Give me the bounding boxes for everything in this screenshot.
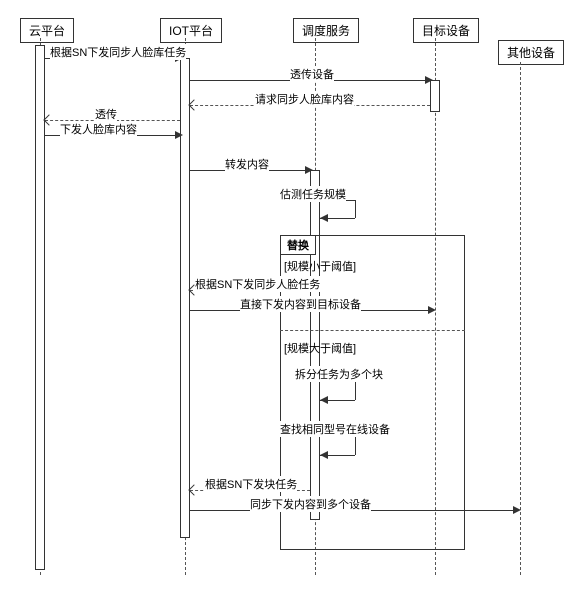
arrow-icon <box>188 484 199 495</box>
msg-label: 透传 <box>95 106 117 122</box>
arrow-icon <box>513 506 521 514</box>
msg-label: 请求同步人脸库内容 <box>255 91 354 107</box>
activation-cloud <box>35 45 45 570</box>
msg-label: 同步下发内容到多个设备 <box>250 496 371 512</box>
activation-target-1 <box>430 80 440 112</box>
arrow-icon <box>320 451 328 459</box>
arrow-icon <box>305 166 313 174</box>
msg-label: 根据SN下发同步人脸库任务 <box>50 44 186 60</box>
sequence-diagram: 云平台 IOT平台 调度服务 目标设备 其他设备 根据SN下发同步人脸库任务 透… <box>0 0 567 594</box>
lifeline-other <box>520 62 521 575</box>
msg-label: 透传设备 <box>290 66 334 82</box>
msg-label: 转发内容 <box>225 156 269 172</box>
arrow-icon <box>175 131 183 139</box>
msg-line <box>355 380 356 400</box>
msg-line <box>355 200 356 218</box>
arrow-icon <box>428 306 436 314</box>
activation-iot-1 <box>180 58 190 538</box>
fragment-guard: [规模大于阈值] <box>284 340 356 356</box>
participant-target: 目标设备 <box>413 18 479 43</box>
msg-label: 根据SN下发同步人脸任务 <box>195 276 320 292</box>
fragment-divider <box>280 330 465 331</box>
arrow-icon <box>43 114 54 125</box>
arrow-icon <box>188 99 199 110</box>
alt-fragment-label: 替换 <box>280 235 316 255</box>
fragment-guard: [规模小于阈值] <box>284 258 356 274</box>
msg-label: 估测任务规模 <box>280 186 346 202</box>
msg-label: 下发人脸库内容 <box>60 121 137 137</box>
participant-dispatch: 调度服务 <box>293 18 359 43</box>
msg-label: 查找相同型号在线设备 <box>280 421 390 437</box>
msg-label: 根据SN下发块任务 <box>205 476 297 492</box>
msg-line <box>355 435 356 455</box>
participant-iot: IOT平台 <box>160 18 222 43</box>
msg-label: 直接下发内容到目标设备 <box>240 296 361 312</box>
arrow-icon <box>425 76 433 84</box>
arrow-icon <box>320 214 328 222</box>
participant-cloud: 云平台 <box>20 18 74 43</box>
msg-label: 拆分任务为多个块 <box>295 366 383 382</box>
arrow-icon <box>320 396 328 404</box>
participant-other: 其他设备 <box>498 40 564 65</box>
